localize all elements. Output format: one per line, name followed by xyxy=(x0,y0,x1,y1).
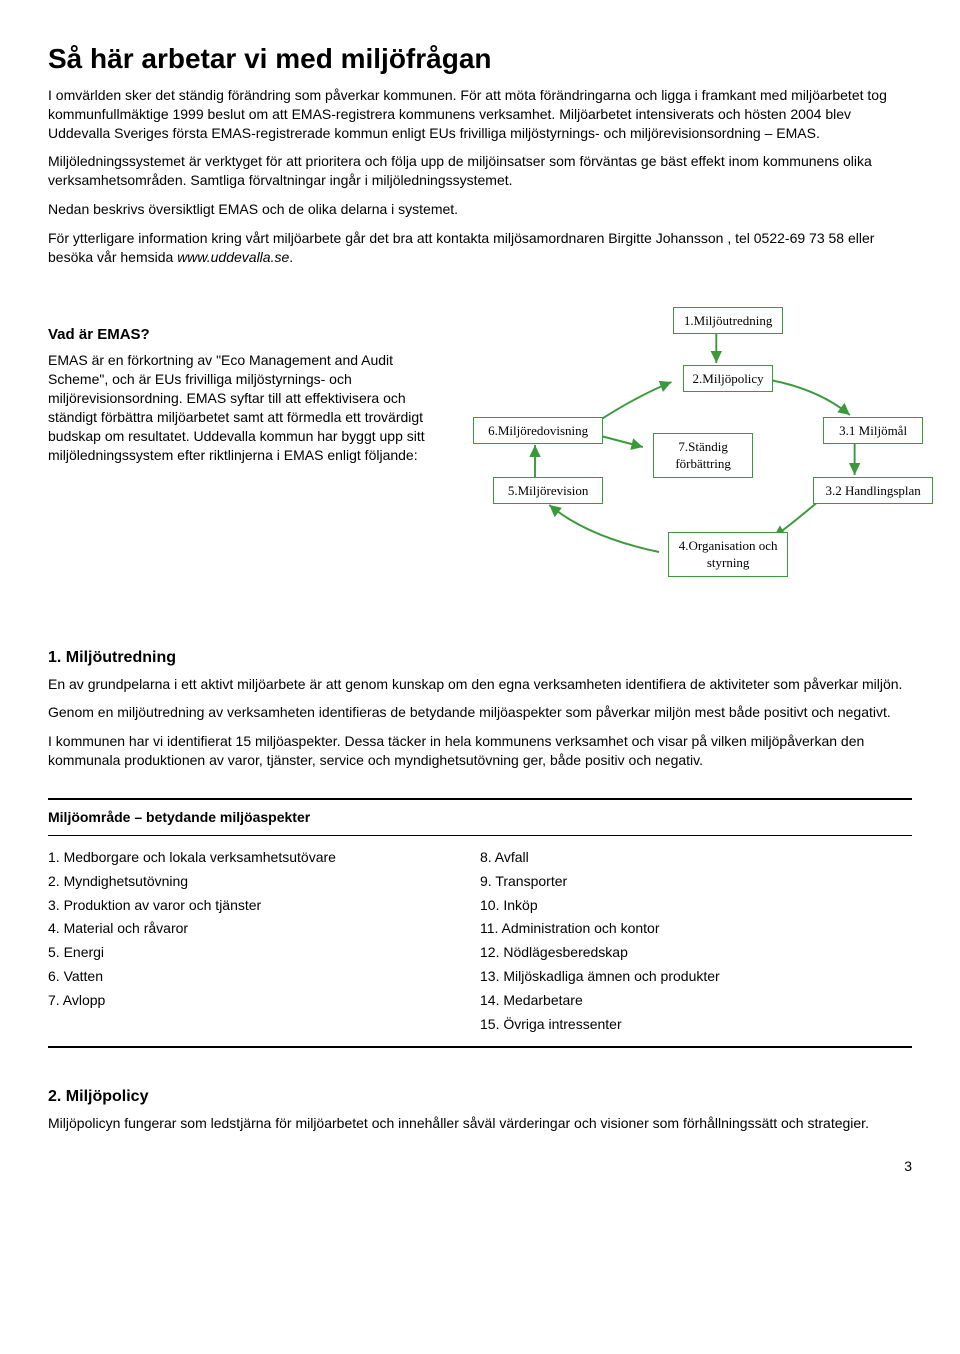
contact-url: www.uddevalla.se xyxy=(177,249,289,265)
aspekt-item: 3. Produktion av varor och tjänster xyxy=(48,894,480,918)
emas-diagram: 1.Miljöutredning 2.Miljöpolicy 6.Miljöre… xyxy=(473,307,912,587)
diagram-node: 2.Miljöpolicy xyxy=(683,365,773,393)
intro-paragraph: I omvärlden sker det ständig förändring … xyxy=(48,86,912,143)
aspekt-item: 14. Medarbetare xyxy=(480,989,912,1013)
contact-paragraph: För ytterligare information kring vårt m… xyxy=(48,229,912,267)
diagram-node: 5.Miljörevision xyxy=(493,477,603,505)
diagram-node: 1.Miljöutredning xyxy=(673,307,783,335)
contact-suffix: . xyxy=(289,249,293,265)
intro-paragraph: Nedan beskrivs översiktligt EMAS och de … xyxy=(48,200,912,219)
aspekt-item: 12. Nödlägesberedskap xyxy=(480,941,912,965)
diagram-node: 3.1 Miljömål xyxy=(823,417,923,445)
section1-title: 1. Miljöutredning xyxy=(48,647,912,669)
section1-paragraph: Genom en miljöutredning av verksamheten … xyxy=(48,703,912,722)
aspekt-item: 7. Avlopp xyxy=(48,989,480,1013)
aspekt-col-right: 8. Avfall 9. Transporter 10. Inköp 11. A… xyxy=(480,846,912,1036)
aspekt-item: 5. Energi xyxy=(48,941,480,965)
aspekt-item: 10. Inköp xyxy=(480,894,912,918)
aspekt-item: 2. Myndighetsutövning xyxy=(48,870,480,894)
aspekt-item: 11. Administration och kontor xyxy=(480,917,912,941)
aspekt-item: 13. Miljöskadliga ämnen och produkter xyxy=(480,965,912,989)
section1-paragraph: En av grundpelarna i ett aktivt miljöarb… xyxy=(48,675,912,694)
page-number: 3 xyxy=(48,1157,912,1176)
aspekt-item: 1. Medborgare och lokala verksamhetsutöv… xyxy=(48,846,480,870)
vad-ar-text: EMAS är en förkortning av "Eco Managemen… xyxy=(48,351,453,464)
aspekt-item: 15. Övriga intressenter xyxy=(480,1013,912,1037)
diagram-node: 7.Ständig förbättring xyxy=(653,433,753,478)
section2-paragraph: Miljöpolicyn fungerar som ledstjärna för… xyxy=(48,1114,912,1133)
aspekt-item: 8. Avfall xyxy=(480,846,912,870)
diagram-node: 3.2 Handlingsplan xyxy=(813,477,933,505)
section1-paragraph: I kommunen har vi identifierat 15 miljöa… xyxy=(48,732,912,770)
diagram-node: 6.Miljöredovisning xyxy=(473,417,603,445)
section2-title: 2. Miljöpolicy xyxy=(48,1086,912,1108)
aspekt-item: 4. Material och råvaror xyxy=(48,917,480,941)
diagram-node: 4.Organisation och styrning xyxy=(668,532,788,577)
aspekt-col-left: 1. Medborgare och lokala verksamhetsutöv… xyxy=(48,846,480,1036)
aspekt-item: 6. Vatten xyxy=(48,965,480,989)
miljoaspekter-table: 1. Medborgare och lokala verksamhetsutöv… xyxy=(48,836,912,1048)
page-title: Så här arbetar vi med miljöfrågan xyxy=(48,40,912,78)
vad-ar-title: Vad är EMAS? xyxy=(48,325,453,345)
intro-paragraph: Miljöledningssystemet är verktyget för a… xyxy=(48,152,912,190)
aspekt-item: 9. Transporter xyxy=(480,870,912,894)
contact-text: För ytterligare information kring vårt m… xyxy=(48,230,874,265)
miljoaspekter-header: Miljöområde – betydande miljöaspekter xyxy=(48,798,912,836)
